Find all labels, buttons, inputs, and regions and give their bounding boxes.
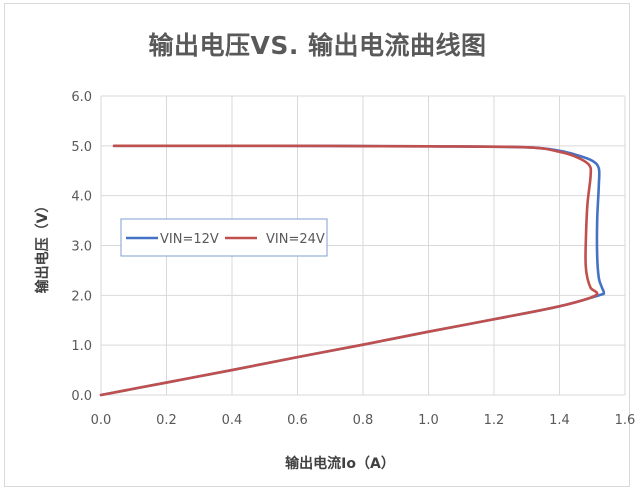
y-tick-label: 0.0	[71, 389, 92, 404]
x-tick-labels: 0.0 0.2 0.4 0.6 0.8 1.0 1.2 1.4 1.6	[91, 413, 635, 428]
legend-label-1: VIN=12V	[160, 232, 219, 247]
legend-label-2: VIN=24V	[266, 232, 325, 247]
x-tick-label: 0.2	[156, 413, 177, 428]
chart-title: 输出电压VS. 输出电流曲线图	[148, 31, 487, 60]
x-tick-label: 1.6	[615, 413, 635, 428]
x-tick-label: 1.2	[484, 413, 505, 428]
y-tick-label: 5.0	[71, 140, 92, 155]
x-tick-label: 0.8	[353, 413, 374, 428]
legend: VIN=12V VIN=24V	[120, 218, 328, 257]
x-tick-label: 1.4	[549, 413, 570, 428]
series-line-1	[99, 144, 606, 397]
series-lines	[99, 144, 606, 397]
y-tick-labels: 0.0 1.0 2.0 3.0 4.0 5.0 6.0	[71, 90, 92, 404]
y-tick-label: 1.0	[71, 339, 92, 354]
x-tick-label: 0.4	[222, 413, 243, 428]
y-tick-label: 2.0	[71, 289, 92, 304]
y-axis-label: 输出电压（V）	[34, 199, 51, 294]
y-tick-label: 3.0	[71, 240, 92, 255]
y-tick-label: 4.0	[71, 190, 92, 205]
series-line-2	[99, 144, 599, 397]
y-tick-label: 6.0	[71, 90, 92, 105]
x-axis-label: 输出电流Io（A）	[285, 455, 395, 472]
x-tick-label: 1.0	[418, 413, 439, 428]
x-tick-label: 0.0	[91, 413, 112, 428]
x-tick-label: 0.6	[287, 413, 308, 428]
